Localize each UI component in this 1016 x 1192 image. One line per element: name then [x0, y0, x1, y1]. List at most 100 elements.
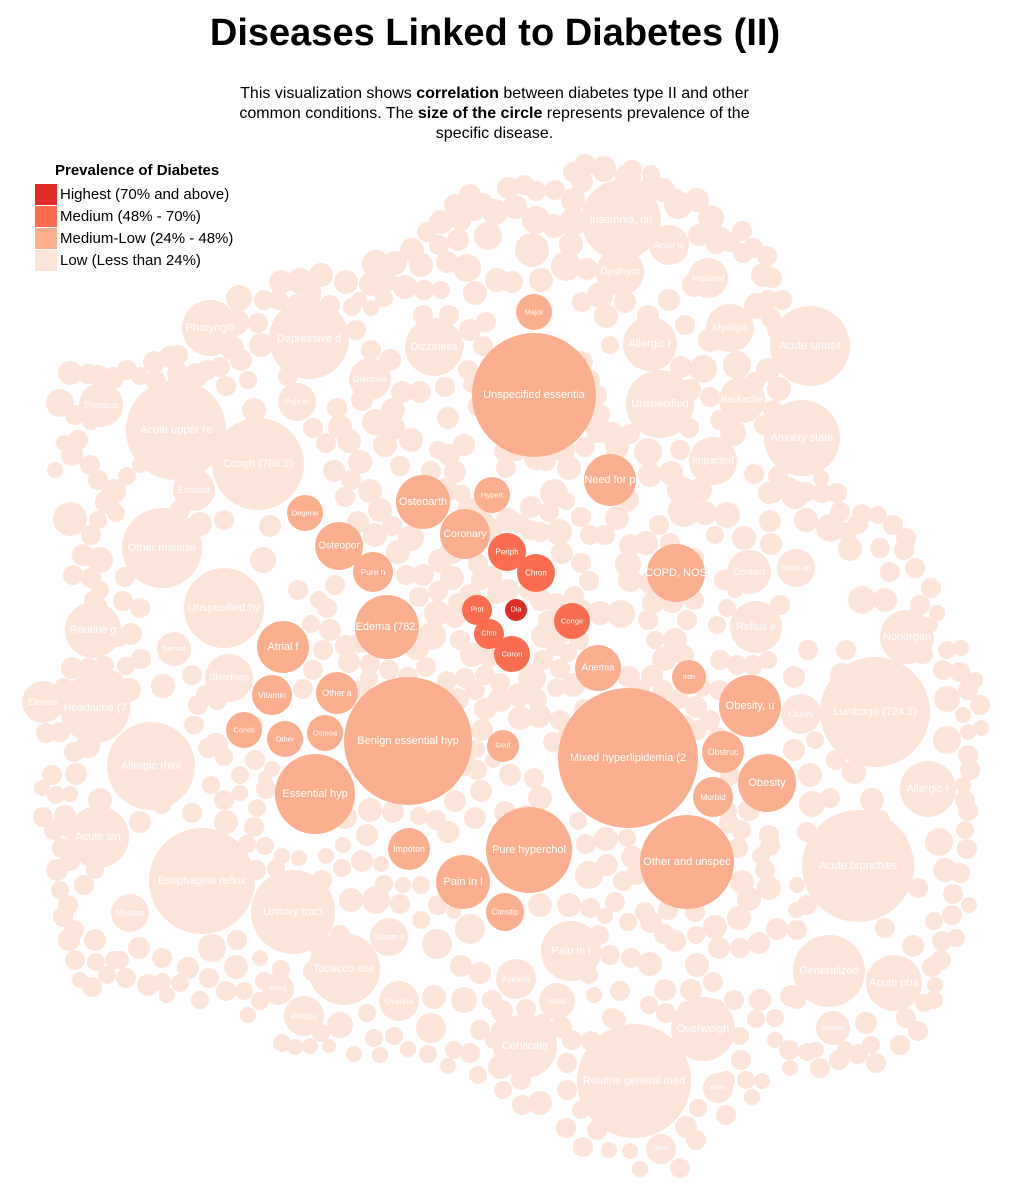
bubble-minor [341, 470, 361, 490]
bubble-minor [274, 848, 290, 864]
bubble-minor [933, 660, 953, 680]
bubble-minor [395, 877, 411, 893]
bubble-minor [855, 1012, 877, 1034]
bubble-circle [584, 454, 636, 506]
bubble-minor [254, 290, 274, 310]
bubble-minor [689, 1099, 707, 1117]
bubble: Hypert [474, 477, 510, 513]
bubble-minor [727, 655, 747, 675]
bubble-minor [460, 1043, 480, 1063]
bubble-label: Morbid [700, 792, 726, 802]
bubble-label: Coronary [443, 528, 487, 540]
bubble-minor [687, 926, 705, 944]
bubble-minor [398, 525, 424, 551]
bubble: Chroni [781, 694, 821, 734]
bubble-minor [703, 915, 727, 939]
bubble: Dizziness [405, 318, 463, 376]
bubble: Overweigh [671, 997, 735, 1061]
bubble-minor [422, 929, 452, 959]
legend-swatch-highest [35, 183, 57, 205]
bubble-minor [491, 1000, 513, 1022]
bubble-minor [202, 776, 220, 794]
bubble-circle [646, 1134, 676, 1164]
bubble-label: Osteopor [318, 541, 360, 552]
bubble-minor [291, 850, 307, 866]
bubble-minor [942, 905, 962, 925]
bubble: Degene [287, 495, 323, 531]
bubble: Impoten [388, 828, 430, 870]
bubble-label: Other [276, 735, 295, 744]
bubble-minor [501, 271, 523, 293]
bubble-minor [239, 371, 257, 389]
bubble-minor [573, 1137, 593, 1157]
bubble-minor [806, 731, 824, 749]
bubble-minor [248, 313, 268, 333]
bubble-minor [51, 881, 69, 899]
bubble-minor [557, 1053, 577, 1073]
bubble-minor [130, 598, 150, 618]
bubble-minor [572, 292, 592, 312]
bubble-minor [445, 608, 465, 628]
bubble-minor [396, 565, 416, 585]
page-subtitle: This visualization shows correlation bet… [227, 84, 762, 144]
bubble-minor [610, 1011, 626, 1027]
bubble-minor [151, 674, 175, 698]
bubble-label: Edema (782. [356, 621, 419, 633]
bubble-minor [559, 208, 587, 236]
bubble-circle [575, 645, 621, 691]
bubble-minor [437, 407, 459, 429]
bubble-minor [529, 268, 553, 292]
bubble-label: Shortnes [209, 673, 249, 684]
bubble-circle [486, 893, 524, 931]
bubble-minor [360, 654, 380, 674]
bubble-minor [622, 1143, 638, 1159]
bubble-minor [927, 977, 943, 993]
bubble-minor [520, 520, 540, 540]
bubble-circle [703, 1073, 733, 1103]
bubble: Routine general med [577, 1024, 691, 1138]
bubble-circle [496, 959, 536, 999]
bubble-minor [351, 292, 367, 308]
bubble-label: Elevate [28, 697, 57, 707]
bubble-minor [762, 268, 782, 288]
bubble-minor [760, 533, 782, 555]
bubble-minor [654, 924, 674, 944]
bubble-minor [98, 966, 116, 984]
bubble-minor [931, 950, 951, 970]
bubble-minor [973, 720, 989, 736]
bubble-minor [102, 479, 126, 503]
bubble-label: Impacted [692, 456, 733, 467]
bubble-circle [355, 595, 419, 659]
bubble: Osteopor [315, 522, 363, 570]
bubble-minor [783, 739, 805, 761]
bubble-label: Vitamin [258, 690, 286, 700]
bubble-minor [754, 1073, 770, 1089]
bubble-minor [318, 848, 334, 864]
bubble-circle [157, 632, 191, 666]
bubble-minor [152, 948, 172, 968]
bubble-minor [494, 1081, 512, 1099]
bubble-minor [81, 568, 101, 588]
bubble-circle [777, 549, 815, 587]
bubble-label: Atten [710, 1085, 726, 1092]
bubble-minor [640, 996, 658, 1014]
bubble-minor [551, 251, 581, 281]
bubble-minor [960, 760, 980, 780]
bubble-minor [469, 1066, 487, 1084]
bubble-minor [559, 232, 583, 256]
bubble-minor [668, 495, 700, 527]
bubble-minor [53, 502, 87, 536]
bubble-minor [303, 418, 323, 438]
bubble-minor [594, 304, 618, 328]
bubble-minor [642, 592, 664, 614]
bubble-minor [934, 686, 960, 712]
bubble-label: Conge [561, 617, 583, 626]
bubble-minor [708, 616, 726, 634]
bubble-minor [47, 462, 63, 478]
bubble-circle [672, 660, 706, 694]
legend: Prevalence of Diabetes Highest (70% and … [35, 162, 233, 271]
bubble-minor [638, 463, 662, 487]
bubble-minor [925, 828, 953, 856]
bubble: Myalgia [706, 304, 754, 352]
